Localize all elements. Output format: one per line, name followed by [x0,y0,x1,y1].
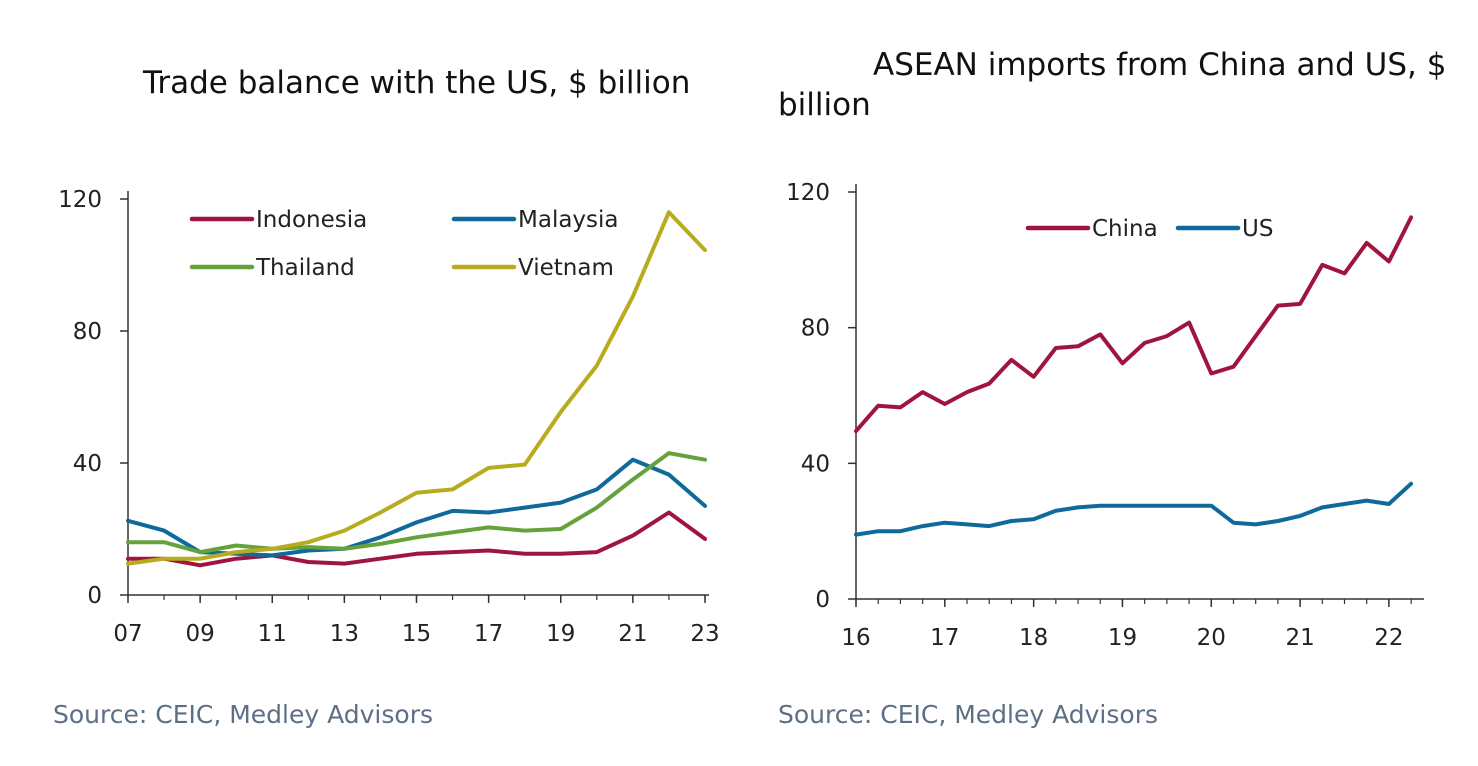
x-tick-label: 17 [474,621,503,647]
x-tick-label: 19 [1108,625,1137,651]
x-tick-label: 21 [1285,625,1314,651]
chart-title-line-1: ASEAN imports from China and US, $ [873,47,1447,83]
y-tick-label: 120 [786,180,830,206]
series-line-thailand [126,451,707,555]
chart-title-line-2: billion [778,87,871,123]
chart-source: Source: CEIC, Medley Advisors [778,700,1158,729]
y-tick-label: 120 [58,187,102,213]
x-tick-label: 15 [402,621,431,647]
x-tick-label: 07 [113,621,142,647]
chart-source: Source: CEIC, Medley Advisors [53,700,433,729]
series-line-us [854,481,1414,537]
x-tick-label: 13 [330,621,359,647]
x-tick-label: 18 [1019,625,1048,651]
y-tick-label: 80 [801,316,830,342]
y-tick-label: 40 [801,451,830,477]
asean-imports-chart: 0 40 80 120 16 17 18 19 20 21 22 China US [786,180,1424,651]
chart-title: Trade balance with the US, $ billion [143,65,691,101]
trade-balance-chart: 0 40 80 120 07 09 11 13 15 17 19 21 23 Indonesia Malay… [58,187,720,647]
y-tick-label: 0 [87,583,102,609]
legend-label-china: China [1092,216,1158,242]
legend-label-us: US [1242,216,1273,242]
y-tick-label: 0 [815,587,830,613]
x-tick-label: 17 [930,625,959,651]
series-line-vietnam [126,210,707,566]
x-tick-label: 09 [185,621,214,647]
legend-label-malaysia: Malaysia [518,207,619,233]
x-tick-label: 19 [546,621,575,647]
right-chart-panel: ASEAN imports from China and US, $ billi… [740,0,1478,766]
x-tick-label: 20 [1197,625,1226,651]
x-tick-label: 22 [1374,625,1403,651]
y-tick-label: 40 [73,451,102,477]
x-tick-label: 11 [258,621,287,647]
series-line-china [854,215,1414,434]
x-tick-label: 16 [841,625,870,651]
y-tick-label: 80 [73,319,102,345]
x-tick-label: 23 [690,621,719,647]
legend-label-indonesia: Indonesia [256,207,367,233]
x-tick-label: 21 [618,621,647,647]
left-chart-panel: Trade balance with the US, $ billion 0 40… [53,65,720,729]
series-line-indonesia [126,510,707,568]
legend-label-thailand: Thailand [255,255,355,281]
legend-label-vietnam: Vietnam [518,255,614,281]
